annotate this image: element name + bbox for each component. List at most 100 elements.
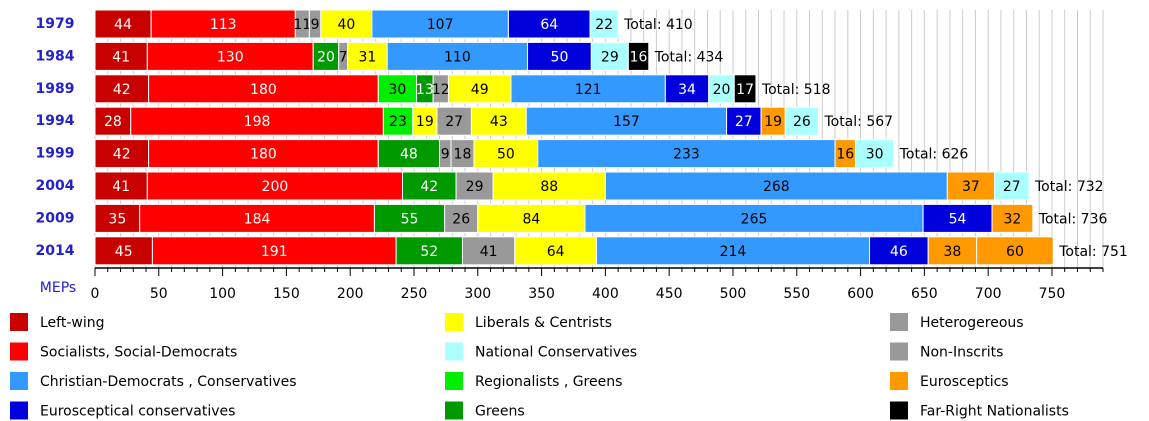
segment-label: 12 [432,82,450,98]
segment-label: 200 [262,179,289,195]
legend-label: Eurosceptics [920,374,1009,390]
segment-label: 184 [244,211,271,227]
segment-label: 34 [678,82,696,98]
bar-segment [994,171,1030,201]
bar-segment [94,74,150,104]
legend-label: Non-Inscrits [920,345,1003,361]
legend-swatch [890,342,908,361]
segment-label: 55 [401,211,419,227]
segment-label: 31 [359,49,377,65]
bar-segment [976,236,1054,266]
bar-segment [708,74,735,104]
segment-label: 20 [713,82,731,98]
x-tick-label: 50 [150,286,168,302]
legend-swatch [445,342,463,361]
bar-segment [664,74,710,104]
bar-segment [760,106,786,136]
segment-label: 50 [551,49,569,65]
bar-segment [444,203,479,233]
legend-label: National Conservatives [475,345,637,361]
bar-segment [991,203,1034,233]
segment-label: 30 [388,82,406,98]
x-axis-label: MEPs [40,280,76,296]
bar-segment [94,236,153,266]
bar-segment [922,203,993,233]
bar-segment [94,203,141,233]
legend-swatch [10,401,28,420]
segment-label: 27 [445,114,463,130]
segment-label: 88 [540,179,558,195]
segment-label: 41 [112,179,130,195]
bar-segment [94,106,132,136]
segment-label: 198 [244,114,271,130]
segment-label: 20 [317,49,335,65]
segment-label: 9 [441,147,450,163]
segment-label: 49 [471,82,489,98]
legend-swatch [445,401,463,420]
total-label: Total: 410 [623,17,693,33]
bar-segment [946,171,996,201]
bar-segment [377,139,441,169]
legend-label: Regionalists , Greens [475,374,622,390]
segment-label: 130 [217,49,244,65]
x-tick-label: 300 [464,286,491,302]
y-tick-label: 1994 [36,113,75,129]
legend-label: Heterogereous [920,315,1024,331]
bar-segment [377,74,418,104]
legend-swatch [10,342,28,361]
bar-segment [347,41,388,71]
bar-segment [590,41,629,71]
legend-label: Eurosceptical conservatives [40,404,235,420]
segment-label: 28 [104,114,122,130]
total-label: Total: 626 [899,147,969,163]
bar-segment [589,9,619,39]
y-tick-label: 2014 [36,243,75,259]
segment-label: 29 [466,179,484,195]
legend-label: Greens [475,404,525,420]
segment-label: 32 [1003,211,1021,227]
segment-label: 42 [420,179,438,195]
total-label: Total: 736 [1038,211,1108,227]
segment-label: 19 [764,114,782,130]
bar-segment [94,171,148,201]
segment-label: 64 [547,244,565,260]
y-tick-label: 1999 [36,146,75,162]
x-tick-label: 100 [209,286,236,302]
bar-segment [139,203,375,233]
segment-label: 27 [735,114,753,130]
bar-segment [604,171,948,201]
bar-segment [150,9,296,39]
segment-label: 60 [1006,244,1024,260]
segment-label: 42 [113,82,131,98]
legend-swatch [10,313,28,331]
segment-label: 50 [497,147,515,163]
segment-label: 9 [311,17,320,33]
x-tick-label: 250 [401,286,428,302]
legend-label: Christian-Democrats , Conservatives [40,374,297,390]
bar-segment [726,106,762,136]
segment-label: 37 [962,179,980,195]
segment-label: 16 [630,49,648,65]
segment-label: 268 [763,179,790,195]
y-tick-label: 1984 [36,48,75,64]
segment-label: 29 [601,49,619,65]
x-tick-label: 350 [528,286,555,302]
segment-label: 233 [673,147,700,163]
x-tick-label: 0 [91,286,100,302]
bar-segment [473,139,539,169]
segment-label: 19 [416,114,434,130]
segment-label: 27 [1003,179,1021,195]
y-tick-label: 1979 [36,16,75,32]
x-tick-label: 750 [1039,286,1066,302]
bar-segment [373,203,446,233]
legend-swatch [445,372,463,390]
segment-label: 54 [949,211,967,227]
total-label: Total: 434 [654,49,724,65]
bar-segment [784,106,819,136]
segment-label: 26 [793,114,811,130]
x-tick-label: 550 [783,286,810,302]
segment-label: 42 [113,147,131,163]
segment-label: 44 [114,17,132,33]
segment-label: 23 [389,114,407,130]
